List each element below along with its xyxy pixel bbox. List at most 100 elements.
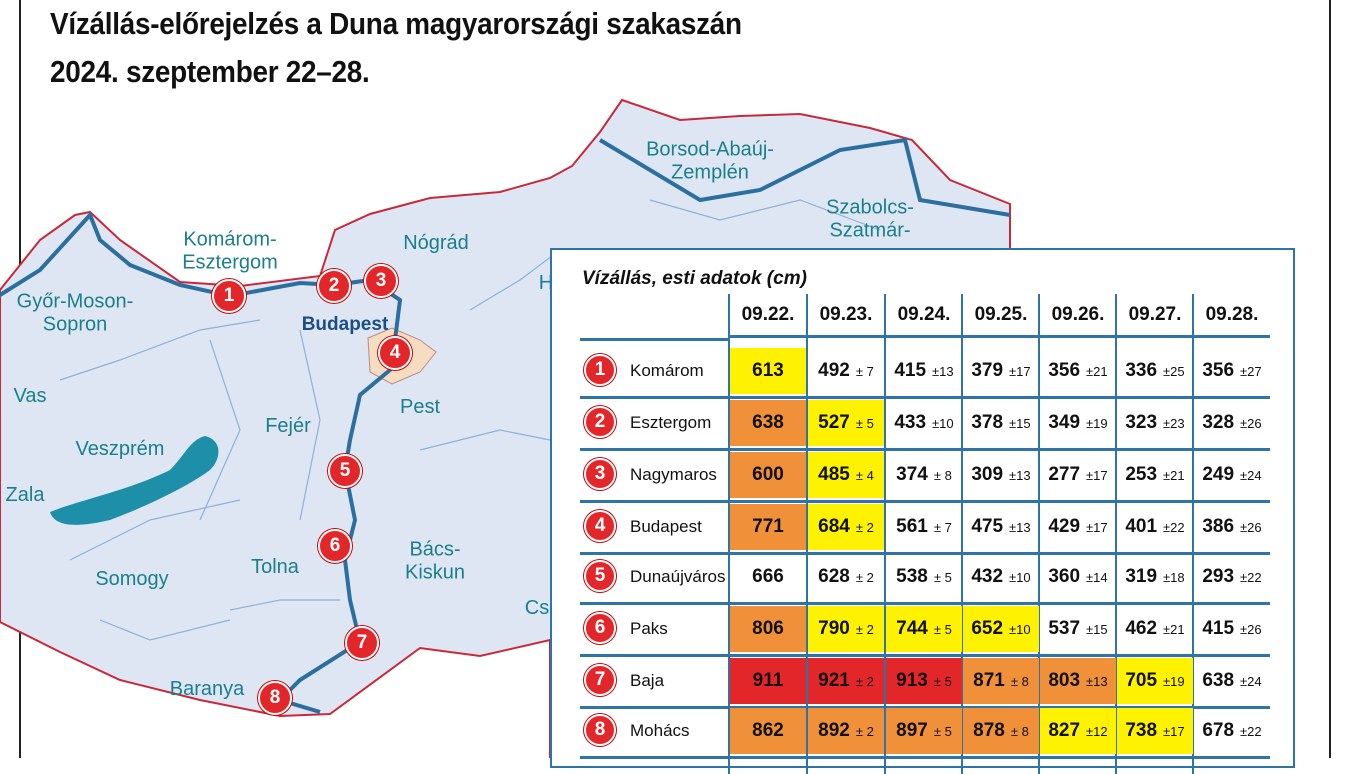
table-cell: 892 ± 2 xyxy=(808,708,884,754)
map-marker: 4 xyxy=(378,336,412,370)
water-level: 628 xyxy=(818,566,850,587)
error-margin: ±24 xyxy=(1240,673,1262,689)
row-number: 2 xyxy=(584,406,616,438)
water-level: 705 xyxy=(1125,670,1158,691)
row-number: 1 xyxy=(584,354,616,386)
table-cell: 349 ±19 xyxy=(1040,400,1116,446)
county-label: Somogy xyxy=(95,568,168,590)
table-cell: 432 ±10 xyxy=(963,554,1039,600)
water-level: 871 xyxy=(973,670,1005,691)
table-cell: 475 ±13 xyxy=(963,504,1039,550)
header-line xyxy=(580,338,728,341)
table-cell: 862 xyxy=(730,708,806,754)
error-margin: ±15 xyxy=(1009,415,1031,431)
water-level: 415 xyxy=(1202,618,1235,639)
water-level: 429 xyxy=(1048,516,1081,537)
error-margin: ±15 xyxy=(1086,621,1108,637)
water-level: 613 xyxy=(752,360,784,381)
table-cell: 328 ±26 xyxy=(1194,400,1270,446)
row-number: 6 xyxy=(584,612,616,644)
table-caption: Vízállás, esti adatok (cm) xyxy=(582,268,807,289)
error-margin: ±13 xyxy=(1009,467,1031,483)
table-cell: 323 ±23 xyxy=(1117,400,1193,446)
county-label: Kiskun xyxy=(405,562,465,584)
station-name: Esztergom xyxy=(630,413,712,432)
water-level: 897 xyxy=(896,720,928,741)
county-label: Szabolcs- xyxy=(826,197,914,219)
error-margin: ± 4 xyxy=(855,467,874,483)
water-level: 386 xyxy=(1202,516,1235,537)
error-margin: ± 7 xyxy=(855,363,874,379)
row-line xyxy=(580,602,1270,605)
error-margin: ±22 xyxy=(1163,519,1185,535)
water-level: 356 xyxy=(1202,360,1235,381)
error-margin: ± 5 xyxy=(933,569,952,585)
water-level: 744 xyxy=(896,618,928,639)
water-level: 638 xyxy=(752,412,784,433)
error-margin: ±17 xyxy=(1086,467,1108,483)
row-number: 8 xyxy=(584,714,616,746)
error-margin: ±26 xyxy=(1240,621,1262,637)
title: Vízállás-előrejelzés a Duna magyarország… xyxy=(50,6,742,41)
water-level: 738 xyxy=(1125,720,1158,741)
water-level: 432 xyxy=(971,566,1004,587)
error-margin: ±12 xyxy=(1086,723,1108,739)
county-label: Borsod-Abaúj- xyxy=(646,139,774,161)
error-margin: ±17 xyxy=(1163,723,1185,739)
error-margin: ±17 xyxy=(1086,519,1108,535)
error-margin: ±19 xyxy=(1163,673,1185,689)
map-marker: 1 xyxy=(212,279,246,313)
row-number: 4 xyxy=(584,510,616,542)
table-cell: 527 ± 5 xyxy=(808,400,884,446)
table-cell: 561 ± 7 xyxy=(886,504,962,550)
row-number: 3 xyxy=(584,458,616,490)
table-cell: 356 ±21 xyxy=(1040,348,1116,394)
water-level: 253 xyxy=(1125,464,1158,485)
table-cell: 309 ±13 xyxy=(963,452,1039,498)
table-cell: 913 ± 5 xyxy=(886,658,962,704)
map-marker: 5 xyxy=(328,454,362,488)
column-divider xyxy=(806,294,808,774)
error-margin: ±10 xyxy=(1009,621,1031,637)
row-line xyxy=(580,448,1270,451)
water-level: 638 xyxy=(1202,670,1235,691)
table-cell: 485 ± 4 xyxy=(808,452,884,498)
water-level: 360 xyxy=(1048,566,1081,587)
map-marker: 2 xyxy=(317,269,351,303)
water-level: 561 xyxy=(896,516,928,537)
table-cell: 738 ±17 xyxy=(1117,708,1193,754)
table-cell: 538 ± 5 xyxy=(886,554,962,600)
county-label: Pest xyxy=(400,396,440,418)
error-margin: ±26 xyxy=(1240,415,1262,431)
column-divider xyxy=(728,294,730,774)
error-margin: ±22 xyxy=(1240,569,1262,585)
column-divider xyxy=(1192,294,1194,774)
county-label: Fejér xyxy=(265,415,311,437)
error-margin: ±10 xyxy=(932,415,954,431)
error-margin: ± 8 xyxy=(1010,673,1029,689)
water-level: 806 xyxy=(752,618,784,639)
error-margin: ±19 xyxy=(1086,415,1108,431)
water-level: 678 xyxy=(1202,720,1235,741)
error-margin: ±21 xyxy=(1163,621,1185,637)
row-line xyxy=(580,654,1270,657)
error-margin: ± 7 xyxy=(933,519,952,535)
table-cell: 666 xyxy=(730,554,806,600)
table-cell: 386 ±26 xyxy=(1194,504,1270,550)
error-margin: ±22 xyxy=(1240,723,1262,739)
county-label: H xyxy=(539,272,553,294)
water-level: 401 xyxy=(1125,516,1158,537)
water-level: 485 xyxy=(818,464,850,485)
table-cell: 806 xyxy=(730,606,806,652)
water-level: 249 xyxy=(1202,464,1235,485)
error-margin: ± 8 xyxy=(1010,723,1029,739)
county-label: Vas xyxy=(14,385,47,407)
water-level: 374 xyxy=(896,464,928,485)
table-cell: 336 ±25 xyxy=(1117,348,1193,394)
water-level: 293 xyxy=(1202,566,1235,587)
water-level: 921 xyxy=(818,670,850,691)
table-cell: 684 ± 2 xyxy=(808,504,884,550)
water-level: 537 xyxy=(1048,618,1081,639)
error-margin: ±24 xyxy=(1240,467,1262,483)
